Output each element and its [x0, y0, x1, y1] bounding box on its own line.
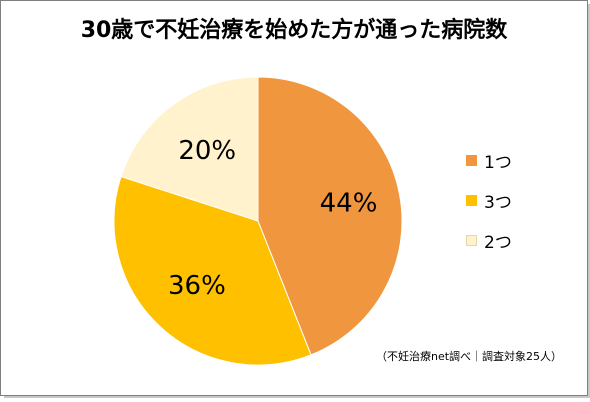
- frame-shadow-bottom: [4, 396, 590, 398]
- legend-item-2: 2つ: [466, 230, 512, 253]
- pie-slice-2: [120, 76, 259, 222]
- legend-swatch-2: [466, 234, 477, 246]
- legend-label-1: 1つ: [484, 152, 512, 173]
- pie-slice-1: [257, 76, 403, 356]
- pie-label-36: 36%: [168, 271, 226, 301]
- legend-item-3: 3つ: [466, 190, 512, 213]
- legend-label-2: 2つ: [484, 232, 512, 253]
- pie-label-20: 20%: [178, 136, 236, 166]
- source-note: （不妊治療net調べ｜調査対象25人）: [376, 350, 563, 363]
- legend-label-3: 3つ: [484, 192, 512, 213]
- legend: 1つ 3つ 2つ: [466, 150, 512, 270]
- pie-slice-3: [113, 175, 312, 366]
- frame-shadow-right: [588, 4, 590, 398]
- legend-swatch-3: [466, 194, 477, 206]
- chart-title: 30歳で不妊治療を始めた方が通った病院数: [80, 18, 508, 43]
- legend-swatch-1: [466, 154, 477, 166]
- pie-label-44: 44%: [320, 189, 378, 219]
- legend-item-1: 1つ: [466, 150, 512, 173]
